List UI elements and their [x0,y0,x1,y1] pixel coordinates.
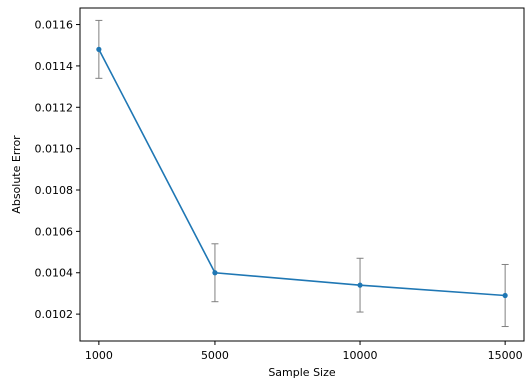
x-axis-label: Sample Size [268,366,336,378]
series-line [98,48,506,297]
x-tick-label: 5000 [201,349,229,362]
y-tick-label: 0.0114 [35,60,74,73]
y-tick-label: 0.0108 [35,184,74,197]
data-point [96,46,102,52]
y-tick-label: 0.0104 [35,267,74,280]
y-axis-ticks: 0.0102 0.0104 0.0106 0.0108 0.0110 0.0112 0.01… [35,19,80,321]
y-tick-label: 0.0112 [35,101,74,114]
y-tick-label: 0.0106 [35,225,74,238]
y-tick-label: 0.0116 [35,19,74,32]
x-axis-ticks: 1000 5000 10000 15000 [85,341,523,362]
y-tick-label: 0.0102 [35,308,74,321]
data-point [212,270,218,276]
x-tick-label: 15000 [488,349,523,362]
x-tick-label: 1000 [85,349,113,362]
plot-frame [79,7,525,342]
y-axis-label: Absolute Error [10,135,23,214]
series-layer [96,46,508,299]
x-tick-label: 10000 [343,349,378,362]
y-tick-label: 0.0110 [35,143,74,156]
data-point [502,292,508,299]
data-point [357,282,363,288]
